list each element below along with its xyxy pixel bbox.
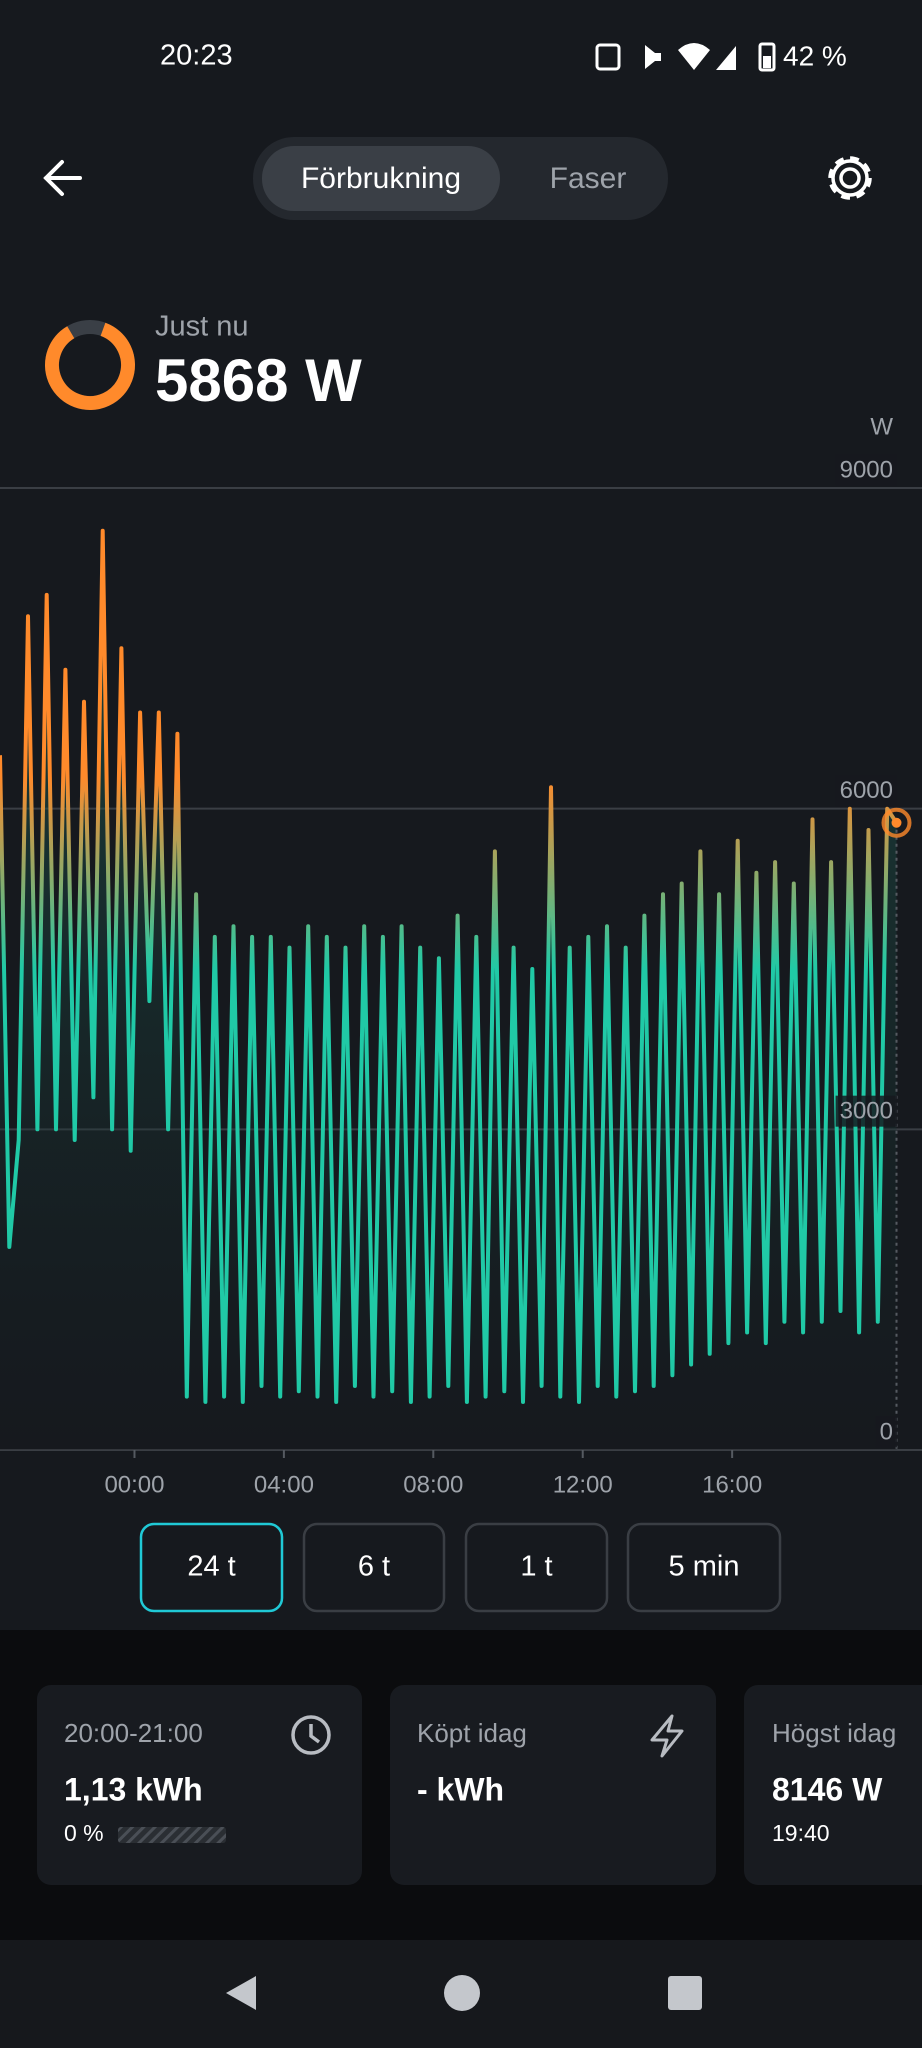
progress-bar xyxy=(118,1827,226,1843)
y-tick-bg xyxy=(835,775,897,807)
card-title: Köpt idag xyxy=(417,1718,527,1748)
range-label[interactable]: 5 min xyxy=(669,1551,740,1583)
current-value: 5868 W xyxy=(155,347,362,414)
y-tick-bg xyxy=(835,1095,897,1127)
range-label[interactable]: 24 t xyxy=(187,1551,235,1583)
card-sub: 0 % xyxy=(64,1820,104,1846)
tab[interactable]: Faser xyxy=(550,162,627,195)
tab[interactable]: Förbrukning xyxy=(301,162,461,195)
active-tab[interactable] xyxy=(262,146,500,211)
card-value: 8146 W xyxy=(772,1771,883,1807)
x-tick-label: 04:00 xyxy=(254,1471,314,1498)
x-tick-label: 08:00 xyxy=(403,1471,463,1498)
card[interactable] xyxy=(744,1685,922,1885)
lightning-icon xyxy=(650,1714,684,1758)
clock: 20:23 xyxy=(160,40,233,72)
line xyxy=(0,528,899,1404)
range-button[interactable] xyxy=(464,1522,609,1613)
settings-button[interactable] xyxy=(828,156,872,200)
series xyxy=(0,528,899,1450)
now-marker xyxy=(881,807,912,838)
range-button[interactable] xyxy=(139,1522,284,1613)
y-tick-label: 0 xyxy=(880,1418,893,1445)
y-tick-bg xyxy=(875,1416,897,1448)
y-tick-label: 9000 xyxy=(840,456,893,483)
y-tick-bg xyxy=(835,454,897,486)
now-dot xyxy=(891,817,902,828)
range-button[interactable] xyxy=(302,1522,446,1613)
card-title: 20:00-21:00 xyxy=(64,1718,203,1748)
current-label: Just nu xyxy=(155,311,249,343)
range-button[interactable] xyxy=(626,1522,782,1613)
clock-icon xyxy=(291,1715,331,1755)
nav-back[interactable] xyxy=(226,1976,256,2010)
back-button[interactable] xyxy=(43,160,82,196)
chart: 00:00 04:00 08:00 12:00 16:00 0 3000 6000 9000 xyxy=(0,454,922,1498)
y-tick-label: 6000 xyxy=(840,777,893,804)
card[interactable] xyxy=(390,1685,716,1885)
card-value: 1,13 kWh xyxy=(64,1771,203,1807)
card-sub: 19:40 xyxy=(772,1820,830,1846)
card-title: Högst idag xyxy=(772,1718,896,1748)
nav-home[interactable] xyxy=(444,1975,480,2011)
y-tick-label: 3000 xyxy=(840,1098,893,1125)
range-buttons: 24 t 6 t 1 t 5 min xyxy=(139,1522,782,1613)
y-axis-title: W xyxy=(870,413,893,440)
range-label[interactable]: 6 t xyxy=(358,1551,390,1583)
x-tick-label: 12:00 xyxy=(553,1471,613,1498)
card-value: - kWh xyxy=(417,1771,504,1807)
x-tick-label: 16:00 xyxy=(702,1471,762,1498)
range-label[interactable]: 1 t xyxy=(520,1551,552,1583)
battery-level: 42 % xyxy=(783,40,847,71)
status-icons xyxy=(595,42,776,72)
x-tick-label: 00:00 xyxy=(104,1471,164,1498)
nav-recents[interactable] xyxy=(668,1976,702,2010)
gauge-arc xyxy=(45,320,135,410)
